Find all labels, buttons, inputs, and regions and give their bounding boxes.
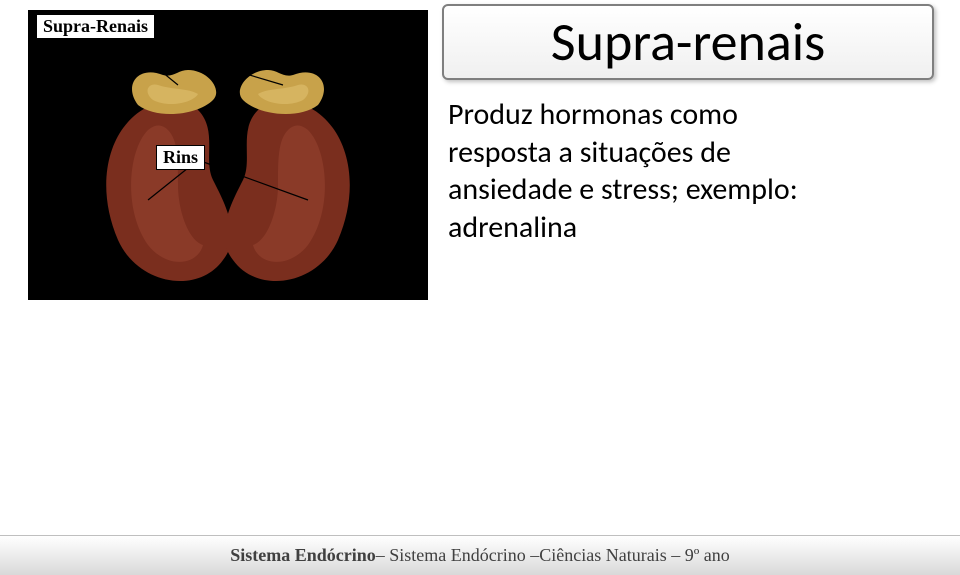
footer-plain: Ciências Naturais – 9º ano (539, 545, 730, 566)
body-line-2: resposta a situações de (448, 134, 928, 172)
footer-sep-1: – Sistema Endócrino – (376, 545, 539, 566)
body-line-4: adrenalina (448, 209, 928, 247)
footer-bold-1: Sistema Endócrino (230, 545, 376, 566)
body-line-1: Produz hormonas como (448, 96, 928, 134)
body-line-3: ansiedade e stress; exemplo: (448, 171, 928, 209)
slide-title: Supra-renais (551, 9, 825, 75)
label-rins: Rins (156, 145, 205, 170)
slide: Supra-Renais Rins Supra-renais Produz ho… (0, 0, 960, 575)
anatomy-figure: Supra-Renais Rins (28, 10, 428, 300)
body-text: Produz hormonas como resposta a situaçõe… (448, 96, 928, 246)
label-supra-renais: Supra-Renais (36, 14, 155, 39)
footer-bar: Sistema Endócrino – Sistema Endócrino – … (0, 535, 960, 575)
title-box: Supra-renais (442, 4, 934, 80)
kidneys-svg (28, 10, 428, 300)
